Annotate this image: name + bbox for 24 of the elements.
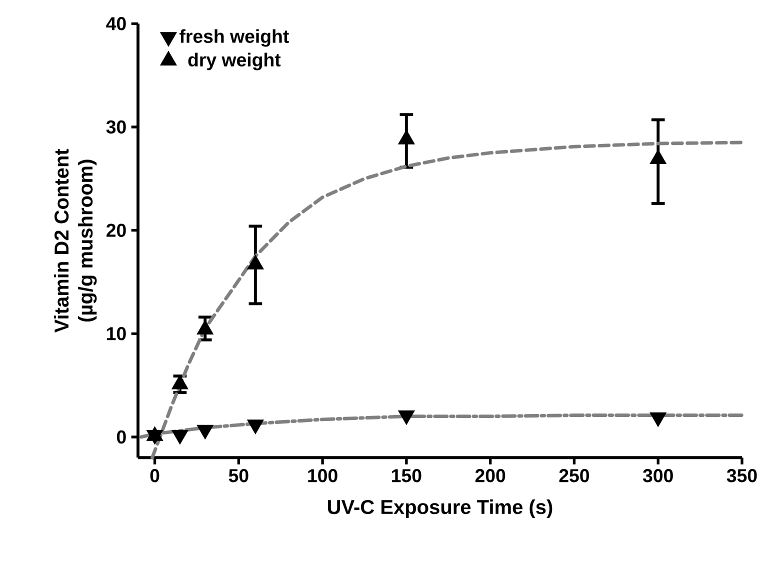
point bbox=[650, 149, 666, 164]
x-tick-label: 50 bbox=[228, 469, 248, 482]
point bbox=[398, 410, 415, 425]
x-tick-label: 100 bbox=[308, 469, 338, 482]
point bbox=[398, 130, 415, 144]
x-tick-label: 350 bbox=[726, 469, 757, 482]
x-tick-label: 250 bbox=[559, 469, 590, 482]
y-tick-label: 20 bbox=[106, 224, 126, 237]
y-tick-label: 10 bbox=[107, 327, 126, 340]
x-tick-label: 150 bbox=[392, 469, 422, 482]
y-tick-label: 40 bbox=[106, 17, 126, 30]
y-tick-label: 30 bbox=[106, 120, 126, 134]
x-tick-label: 300 bbox=[642, 469, 673, 482]
y-axis-title: Vitamin D2 Content (µg/g mushroom) bbox=[54, 148, 97, 333]
point bbox=[247, 420, 264, 434]
point bbox=[196, 424, 214, 440]
point bbox=[650, 412, 666, 427]
x-axis-title: UV-C Exposure Time (s) bbox=[328, 499, 552, 518]
x-tick-label: 200 bbox=[475, 469, 506, 482]
legend-label: fresh weight bbox=[180, 29, 289, 47]
point bbox=[172, 430, 188, 445]
legend-label: dry weight bbox=[188, 52, 281, 70]
x-tick-label: 0 bbox=[150, 469, 160, 482]
y-tick-label: 0 bbox=[116, 430, 126, 444]
